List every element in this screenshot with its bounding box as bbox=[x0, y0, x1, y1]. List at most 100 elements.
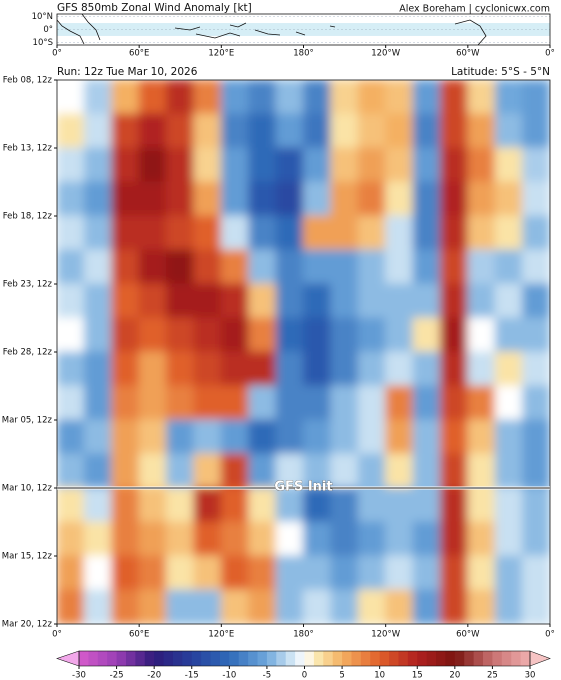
heat-cell bbox=[248, 283, 277, 319]
heat-cell bbox=[357, 589, 387, 624]
heat-cell bbox=[412, 181, 441, 217]
heat-cell bbox=[494, 521, 524, 557]
heat-cell bbox=[275, 385, 304, 421]
heat-cell bbox=[111, 283, 140, 319]
heat-cell bbox=[193, 351, 222, 387]
y-tick-label: Mar 20, 12z bbox=[2, 620, 53, 630]
heat-cell bbox=[412, 589, 441, 624]
colorbar-segment bbox=[295, 651, 305, 666]
colorbar-extend-high bbox=[529, 650, 551, 667]
heat-cell bbox=[303, 249, 332, 285]
heat-cell bbox=[494, 317, 524, 353]
heat-cell bbox=[275, 317, 304, 353]
colorbar-segment bbox=[107, 651, 118, 666]
colorbar-segment bbox=[154, 651, 165, 666]
heat-cell bbox=[220, 419, 250, 455]
x-tick-label: 0° bbox=[52, 630, 62, 640]
heat-cell bbox=[275, 521, 304, 557]
colorbar-segment bbox=[266, 651, 277, 666]
heat-cell bbox=[303, 215, 332, 251]
heat-cell bbox=[439, 283, 469, 319]
heat-cell bbox=[385, 80, 414, 115]
heat-cell bbox=[330, 283, 359, 319]
heat-cell bbox=[330, 419, 359, 455]
colorbar-segment bbox=[501, 651, 512, 666]
heat-cell bbox=[467, 487, 496, 523]
colorbar-tick-label: 25 bbox=[487, 671, 498, 680]
colorbar-segment bbox=[473, 651, 484, 666]
colorbar-tick-label: -10 bbox=[222, 671, 236, 680]
coastline bbox=[295, 31, 306, 36]
colorbar-segment bbox=[417, 651, 428, 666]
map-x-tick-label: 60°W bbox=[456, 49, 480, 59]
heat-cell bbox=[412, 521, 441, 557]
heat-cell bbox=[220, 521, 250, 557]
heat-cell bbox=[193, 555, 222, 591]
map-x-tick-label: 60°E bbox=[129, 49, 149, 59]
heat-cell bbox=[248, 113, 277, 149]
heat-cell bbox=[111, 487, 140, 523]
colorbar-segment bbox=[342, 651, 352, 666]
y-tick-label: Feb 18, 12z bbox=[3, 212, 53, 222]
heat-cell bbox=[467, 113, 496, 149]
heat-cell bbox=[412, 113, 441, 149]
heat-cell bbox=[57, 317, 85, 353]
heat-cell bbox=[522, 589, 550, 624]
heat-cell bbox=[303, 351, 332, 387]
heat-cell bbox=[275, 80, 304, 115]
heat-cell bbox=[357, 147, 387, 183]
heat-cell bbox=[248, 487, 277, 523]
heat-cell bbox=[467, 80, 496, 115]
heat-cell bbox=[248, 453, 277, 489]
colorbar-segment bbox=[248, 651, 259, 666]
heat-cell bbox=[439, 181, 469, 217]
heat-cell bbox=[467, 521, 496, 557]
heat-cell bbox=[303, 487, 332, 523]
y-tick-label: Feb 23, 12z bbox=[3, 280, 53, 290]
heat-cell bbox=[111, 215, 140, 251]
heat-cell bbox=[83, 453, 113, 489]
heat-cell bbox=[275, 249, 304, 285]
heat-cell bbox=[83, 80, 113, 115]
heat-cell bbox=[467, 147, 496, 183]
heat-cell bbox=[220, 351, 250, 387]
colorbar-tick-label: 20 bbox=[449, 671, 460, 680]
colorbar-segment bbox=[238, 651, 249, 666]
map-x-tick-label: 0° bbox=[52, 49, 62, 59]
colorbar-segment bbox=[370, 651, 381, 666]
heat-cell bbox=[303, 385, 332, 421]
heat-cell bbox=[385, 385, 414, 421]
heat-cell bbox=[248, 249, 277, 285]
heat-cell bbox=[412, 147, 441, 183]
heat-cell bbox=[248, 80, 277, 115]
heat-cell bbox=[275, 181, 304, 217]
y-tick-label: Feb 08, 12z bbox=[3, 76, 53, 86]
colorbar-segment bbox=[351, 651, 362, 666]
heat-cell bbox=[330, 555, 359, 591]
heat-cell bbox=[138, 589, 168, 624]
heat-cell bbox=[57, 283, 85, 319]
heat-cell bbox=[138, 181, 168, 217]
colorbar-segment bbox=[135, 651, 146, 666]
heat-cell bbox=[439, 351, 469, 387]
heat-cell bbox=[412, 555, 441, 591]
heat-cell bbox=[248, 351, 277, 387]
heat-cell bbox=[111, 181, 140, 217]
heat-cell bbox=[467, 215, 496, 251]
colorbar-segment bbox=[454, 651, 465, 666]
heat-cell bbox=[357, 521, 387, 557]
colorbar-tick-label: 30 bbox=[525, 671, 536, 680]
heat-cell bbox=[522, 521, 550, 557]
x-tick-label: 0° bbox=[545, 630, 555, 640]
heat-cell bbox=[111, 113, 140, 149]
chart-title: GFS 850mb Zonal Wind Anomaly [kt] bbox=[57, 2, 252, 14]
heat-cell bbox=[220, 283, 250, 319]
colorbar-segment bbox=[257, 651, 268, 666]
heat-cell bbox=[494, 147, 524, 183]
heat-cell bbox=[467, 283, 496, 319]
heat-cell bbox=[138, 521, 168, 557]
heat-cell bbox=[275, 453, 304, 489]
heat-cell bbox=[522, 487, 550, 523]
heat-cell bbox=[303, 419, 332, 455]
